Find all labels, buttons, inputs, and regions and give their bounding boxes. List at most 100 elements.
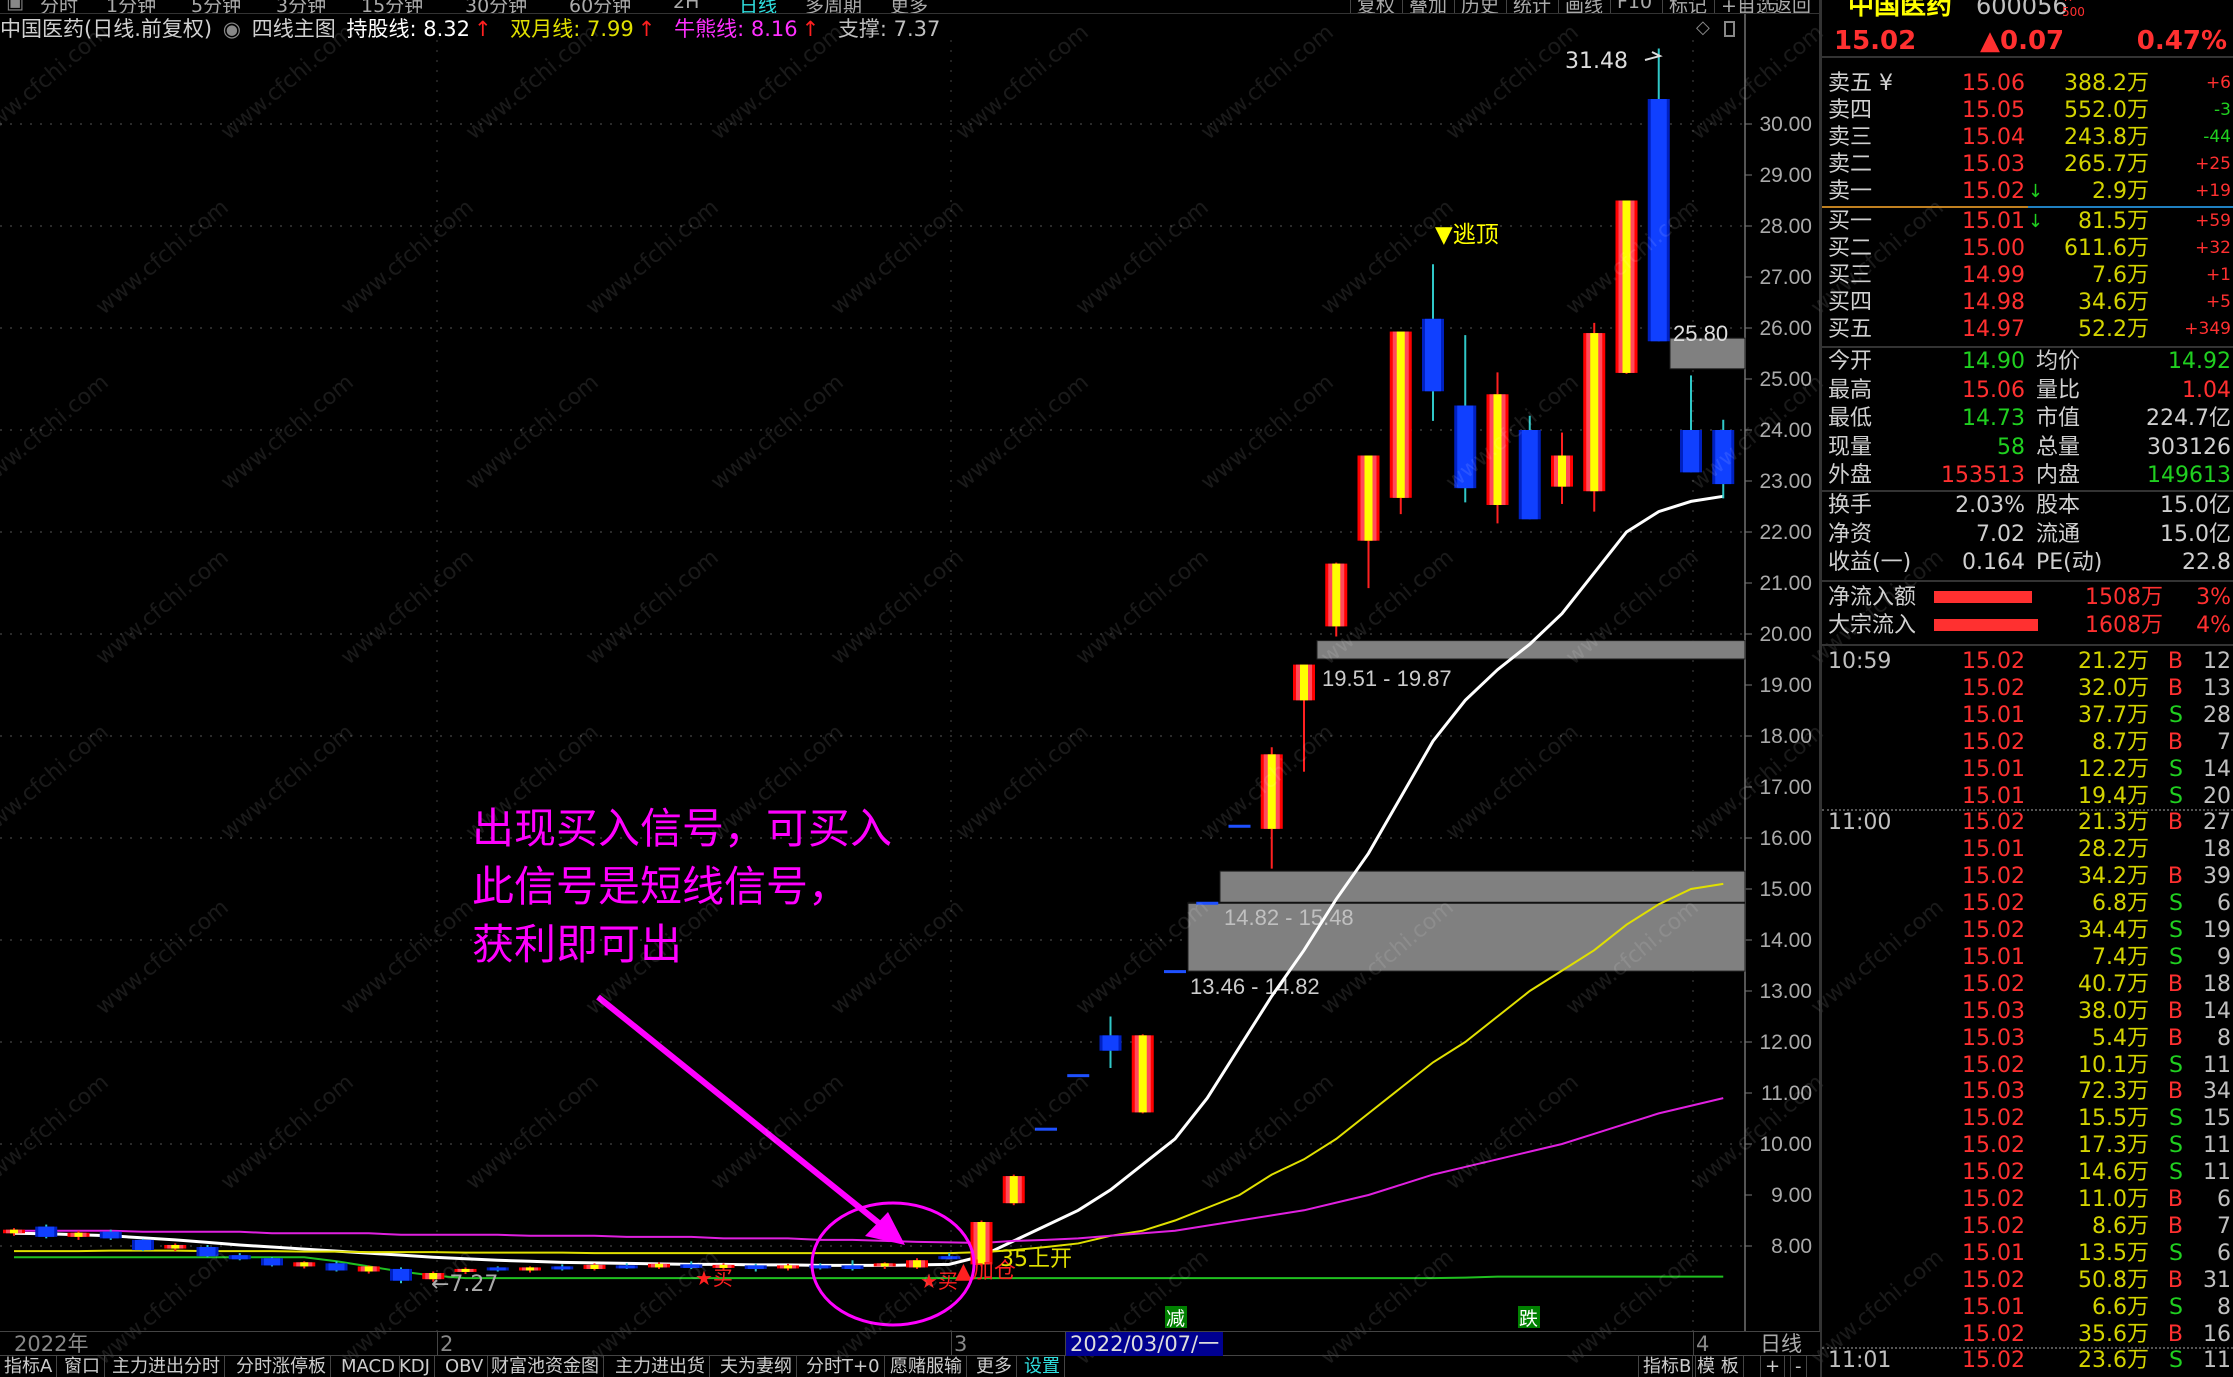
period-tab[interactable]: 1分钟 bbox=[106, 0, 157, 14]
panel-button[interactable]: 模 板 bbox=[1692, 1356, 1744, 1377]
indicator-tab[interactable]: 分时涨停板 bbox=[232, 1356, 331, 1377]
period-tab[interactable]: 30分钟 bbox=[465, 0, 528, 14]
flow-pct: 3% bbox=[2196, 585, 2231, 610]
tick-side: S bbox=[2169, 891, 2183, 917]
panel-button[interactable]: 指标B bbox=[1638, 1356, 1697, 1377]
tick-row: 15.03 72.3万 B 34 bbox=[1828, 1078, 2233, 1105]
toolbar-button[interactable]: 标记 bbox=[1662, 0, 1707, 13]
candle-body-core bbox=[171, 1244, 180, 1249]
price-tick-label: 24.00 bbox=[1759, 419, 1812, 442]
tick-side: S bbox=[2169, 702, 2183, 728]
tick-price: 15.02 bbox=[1962, 1160, 2025, 1186]
template-dropdown-icon[interactable]: ◉ bbox=[222, 17, 242, 41]
escape-top-signal: ▼逃顶 bbox=[1435, 222, 1499, 248]
order-book-row[interactable]: 卖二 15.03 265.7万 +25 bbox=[1828, 151, 2233, 178]
order-book-row[interactable]: 卖四 15.05 552.0万 -3 bbox=[1828, 97, 2233, 124]
diamond-icon[interactable]: ◇ bbox=[1696, 17, 1710, 38]
level-price: 15.05 bbox=[1962, 98, 2025, 123]
down-arrow-icon: ↓ bbox=[2027, 181, 2043, 202]
order-book-row[interactable]: 买四 14.98 34.6万 +5 bbox=[1828, 289, 2233, 316]
indicator-tab[interactable]: KDJ bbox=[395, 1356, 435, 1377]
indicator-tab[interactable]: 分时T+0 bbox=[802, 1356, 885, 1377]
level-price: 15.00 bbox=[1962, 236, 2025, 261]
indicator-tab[interactable]: OBV bbox=[441, 1356, 489, 1377]
tick-row: 15.02 8.6万 B 7 bbox=[1828, 1213, 2233, 1240]
tick-price: 15.02 bbox=[1962, 675, 2025, 701]
candle-body-core bbox=[300, 1262, 309, 1267]
period-tab[interactable]: 更多 bbox=[890, 0, 929, 14]
candle bbox=[1680, 375, 1702, 473]
stat-label: 最高 bbox=[1828, 377, 1873, 403]
order-book-row[interactable]: 买三 14.99 7.6万 +1 bbox=[1828, 262, 2233, 289]
kline-chart[interactable]: 8.00 9.00 10.00 11.00 12.00 13.00 14.00 15.00 16… bbox=[0, 0, 1949, 1370]
toolbar-button[interactable]: F10 bbox=[1610, 0, 1652, 13]
fall-badge: 跌 bbox=[1519, 1308, 1538, 1330]
period-tab[interactable]: 5分钟 bbox=[191, 0, 242, 14]
support-zone bbox=[1316, 640, 1746, 660]
period-tab[interactable]: 2H bbox=[673, 0, 700, 13]
toolbar-button[interactable]: +自选 bbox=[1714, 0, 1775, 13]
indicator-tab[interactable]: 愿赌服输 bbox=[886, 1356, 967, 1377]
candle bbox=[325, 1261, 348, 1272]
tick-count: 18 bbox=[2203, 971, 2231, 997]
indicator-tab[interactable]: 主力进出货 bbox=[611, 1356, 710, 1377]
tick-row: 10:59 15.02 21.2万 B 12 bbox=[1828, 648, 2233, 675]
indicator-tab[interactable]: 财富池资金图 bbox=[487, 1356, 604, 1377]
order-book-row[interactable]: 买五 14.97 52.2万 +349 bbox=[1828, 316, 2233, 343]
annotation-line: 出现买入信号，可买入 bbox=[472, 804, 893, 853]
indicator-tab[interactable]: 主力进出分时 bbox=[108, 1356, 225, 1377]
level-volume: 2.9万 bbox=[2092, 179, 2149, 204]
tick-price: 15.01 bbox=[1962, 702, 2025, 728]
period-label[interactable]: 日线 bbox=[1760, 1332, 1802, 1356]
order-book-row[interactable]: 买一 15.01 ↓ 81.5万 +59 bbox=[1828, 208, 2233, 235]
candle bbox=[132, 1238, 154, 1252]
support-value: 支撑: 7.37 bbox=[837, 17, 941, 41]
window-icon[interactable]: ▣ bbox=[6, 0, 24, 13]
stat-label: 今开 bbox=[1828, 349, 1873, 374]
indicator-tab[interactable]: 更多 bbox=[972, 1356, 1017, 1377]
tick-side: B bbox=[2167, 649, 2183, 674]
toolbar-button[interactable]: 历史 bbox=[1454, 0, 1499, 13]
tick-price: 15.03 bbox=[1962, 1025, 2025, 1051]
candle-body-inner bbox=[747, 1265, 764, 1269]
quote-panel: 中国医药 600056 R 500 15.02 ▲0.07 0.47% 卖五 ¥… bbox=[1820, 0, 2233, 1377]
order-book-row[interactable]: 买二 15.00 611.6万 +32 bbox=[1828, 235, 2233, 262]
toolbar-button[interactable]: 画线 bbox=[1558, 0, 1603, 13]
period-tab[interactable]: 15分钟 bbox=[361, 0, 424, 14]
period-tab[interactable]: 多周期 bbox=[805, 0, 863, 14]
tick-row: 15.01 13.5万 S 6 bbox=[1828, 1240, 2233, 1267]
order-book-row[interactable]: 卖三 15.04 243.8万 -44 bbox=[1828, 124, 2233, 151]
toolbar-button[interactable]: 叠加 bbox=[1402, 0, 1447, 13]
tick-volume: 11.0万 bbox=[2078, 1187, 2149, 1212]
indicator-tab[interactable]: 夫为妻纲 bbox=[716, 1356, 797, 1377]
period-tab[interactable]: 分时 bbox=[40, 0, 79, 14]
order-book-row[interactable]: 卖一 15.02 ↓ 2.9万 +19 bbox=[1828, 178, 2233, 205]
level-price: 15.06 bbox=[1962, 71, 2025, 96]
toolbar-button[interactable]: 复权 bbox=[1350, 0, 1395, 13]
stat-label: 流通 bbox=[2036, 521, 2081, 547]
indicator-tab[interactable]: 指标A bbox=[0, 1356, 58, 1377]
indicator-tab[interactable]: 设置 bbox=[1020, 1356, 1065, 1377]
candle-body-core bbox=[977, 1222, 986, 1265]
panel-button[interactable]: + bbox=[1760, 1356, 1786, 1377]
flow-value: 1608万 bbox=[2085, 613, 2163, 638]
tick-count: 7 bbox=[2217, 729, 2231, 755]
indicator-tab[interactable]: MACD bbox=[337, 1356, 400, 1377]
stat-label: 总量 bbox=[2036, 434, 2081, 460]
tick-row: 15.02 50.8万 B 31 bbox=[1828, 1267, 2233, 1294]
toolbar-button[interactable]: 返回 bbox=[1766, 0, 1811, 13]
window-toggle-icon[interactable] bbox=[1724, 21, 1735, 37]
period-tab[interactable]: 3分钟 bbox=[276, 0, 327, 14]
period-tab[interactable]: 日线 bbox=[739, 0, 778, 14]
level-delta: +19 bbox=[2195, 181, 2231, 201]
stat-row: 净资 7.02 流通 15.0亿 bbox=[1828, 521, 2233, 548]
order-book-row[interactable]: 卖五 ¥ 15.06 388.2万 +6 bbox=[1828, 70, 2233, 97]
period-tab[interactable]: 60分钟 bbox=[569, 0, 632, 14]
level-label: 买三 bbox=[1828, 263, 1873, 288]
indicator-tab[interactable]: 窗口 bbox=[60, 1356, 105, 1377]
template-name[interactable]: 四线主图 bbox=[251, 17, 336, 41]
up-arrow-icon: ↑ bbox=[637, 17, 656, 41]
toolbar-button[interactable]: 统计 bbox=[1506, 0, 1551, 13]
panel-button[interactable]: - bbox=[1790, 1356, 1807, 1377]
level-volume: 388.2万 bbox=[2064, 71, 2149, 96]
